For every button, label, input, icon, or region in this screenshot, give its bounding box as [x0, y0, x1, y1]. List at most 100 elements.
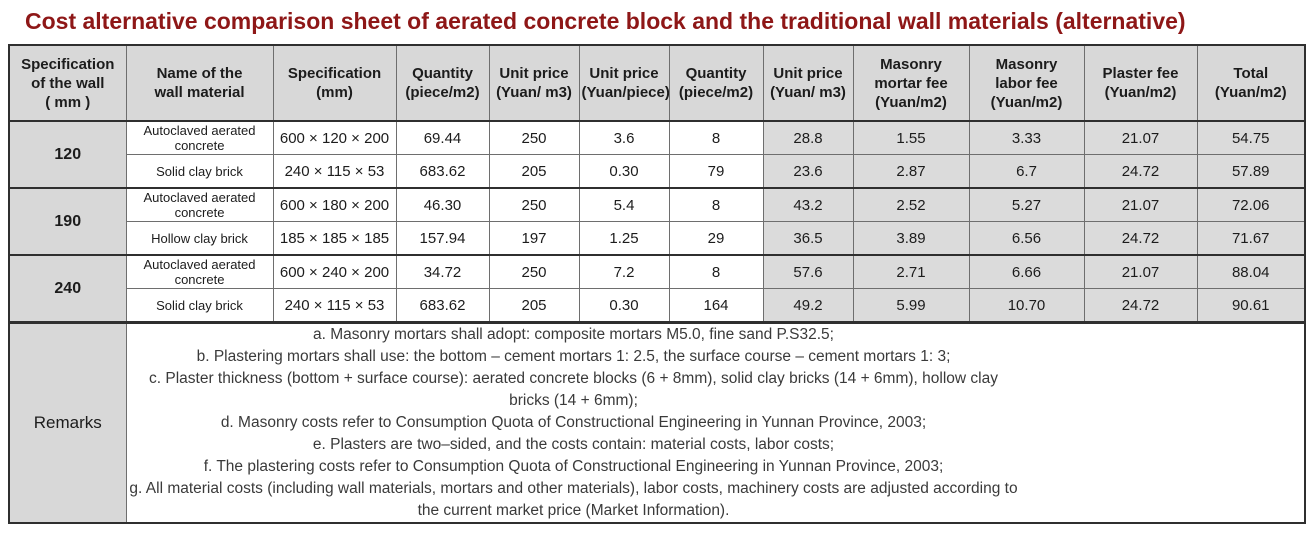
table-cell: 5.99 [852, 288, 970, 323]
table-cell: 10.70 [968, 288, 1085, 323]
table-cell: 21.07 [1083, 120, 1198, 155]
table-cell: 157.94 [395, 221, 490, 256]
table-cell: 57.89 [1196, 154, 1306, 189]
group-240: 240 Autoclaved aerated concrete 600 × 24… [8, 254, 1306, 323]
table-cell: 90.61 [1196, 288, 1306, 323]
cost-comparison-table: Specification of the wall ( mm ) Name of… [8, 44, 1306, 524]
header-unit-price-m3: Unit price (Yuan/ m3) [488, 44, 580, 122]
table-header-row: Specification of the wall ( mm ) Name of… [8, 44, 1306, 122]
header-wall-spec: Specification of the wall ( mm ) [8, 44, 127, 122]
table-cell: 21.07 [1083, 187, 1198, 222]
remarks-section: Remarks a. Masonry mortars shall adopt: … [8, 321, 1306, 524]
header-masonry-mortar-fee: Masonry mortar fee (Yuan/m2) [852, 44, 970, 122]
table-cell: 69.44 [395, 120, 490, 155]
header-specification: Specification (mm) [272, 44, 397, 122]
table-cell: 54.75 [1196, 120, 1306, 155]
remarks-row: Remarks a. Masonry mortars shall adopt: … [8, 321, 1306, 524]
table-cell: 29 [668, 221, 764, 256]
remark-line-f: f. The plastering costs refer to Consump… [203, 458, 944, 475]
table-cell: 43.2 [762, 187, 854, 222]
remarks-text-block: a. Masonry mortars shall adopt: composit… [129, 325, 1019, 522]
material-cell: Autoclaved aerated concrete [125, 187, 274, 222]
table-row: 190 Autoclaved aerated concrete 600 × 18… [8, 187, 1306, 256]
table-cell: 6.56 [968, 221, 1085, 256]
table-cell: 71.67 [1196, 221, 1306, 256]
table-row: Solid clay brick 240 × 115 × 53 683.62 2… [9, 154, 1306, 189]
table-cell: 6.7 [968, 154, 1085, 189]
table-cell: 683.62 [395, 154, 490, 189]
table-cell: 3.6 [578, 120, 670, 155]
material-cell: Hollow clay brick [125, 221, 274, 256]
table-cell: 7.2 [578, 254, 670, 289]
table-cell: 0.30 [578, 288, 670, 323]
material-cell: Autoclaved aerated concrete [125, 120, 274, 155]
table-row: Solid clay brick 240 × 115 × 53 683.62 2… [9, 288, 1306, 323]
remark-line-c: c. Plaster thickness (bottom + surface c… [149, 370, 998, 409]
table-cell: 1.25 [578, 221, 670, 256]
remark-line-b: b. Plastering mortars shall use: the bot… [196, 348, 951, 365]
spec-cell: 600 × 180 × 200 [272, 187, 397, 222]
table-cell: 250 [488, 254, 580, 289]
table-cell: 21.07 [1083, 254, 1198, 289]
table-row: Hollow clay brick 185 × 185 × 185 157.94… [9, 221, 1306, 256]
remark-line-e: e. Plasters are two–sided, and the costs… [312, 436, 835, 453]
wall-spec-cell: 240 [8, 254, 127, 323]
header-quantity-per-m2-2: Quantity (piece/m2) [668, 44, 764, 122]
table-cell: 164 [668, 288, 764, 323]
table-cell: 49.2 [762, 288, 854, 323]
page-title: Cost alternative comparison sheet of aer… [25, 8, 1186, 34]
remark-line-a: a. Masonry mortars shall adopt: composit… [313, 326, 834, 343]
material-cell: Solid clay brick [125, 154, 274, 189]
group-190: 190 Autoclaved aerated concrete 600 × 18… [8, 187, 1306, 256]
table-row: 240 Autoclaved aerated concrete 600 × 24… [8, 254, 1306, 323]
table-cell: 2.71 [852, 254, 970, 289]
remark-line-d: d. Masonry costs refer to Consumption Qu… [220, 414, 927, 431]
header-unit-price-m3-2: Unit price (Yuan/ m3) [762, 44, 854, 122]
table-cell: 24.72 [1083, 288, 1198, 323]
table-cell: 36.5 [762, 221, 854, 256]
table-cell: 205 [488, 154, 580, 189]
table-cell: 24.72 [1083, 221, 1198, 256]
material-cell: Solid clay brick [125, 288, 274, 323]
table-cell: 8 [668, 120, 764, 155]
table-cell: 28.8 [762, 120, 854, 155]
wall-spec-cell: 190 [8, 187, 127, 256]
table-cell: 250 [488, 120, 580, 155]
header-unit-price-piece: Unit price (Yuan/piece) [578, 44, 670, 122]
header-masonry-labor-fee: Masonry labor fee (Yuan/m2) [968, 44, 1085, 122]
table-cell: 0.30 [578, 154, 670, 189]
table-cell: 88.04 [1196, 254, 1306, 289]
wall-spec-cell: 120 [8, 120, 127, 189]
table-cell: 8 [668, 187, 764, 222]
group-120: 120 Autoclaved aerated concrete 600 × 12… [8, 120, 1306, 189]
table-cell: 197 [488, 221, 580, 256]
table-cell: 5.4 [578, 187, 670, 222]
table-cell: 6.66 [968, 254, 1085, 289]
header-material-name: Name of the wall material [125, 44, 274, 122]
spec-cell: 240 × 115 × 53 [272, 288, 397, 323]
table-cell: 5.27 [968, 187, 1085, 222]
remarks-label: Remarks [8, 321, 127, 524]
table-cell: 2.52 [852, 187, 970, 222]
remark-line-g: g. All material costs (including wall ma… [129, 480, 1018, 519]
spec-cell: 240 × 115 × 53 [272, 154, 397, 189]
spec-cell: 600 × 240 × 200 [272, 254, 397, 289]
table-cell: 23.6 [762, 154, 854, 189]
spec-cell: 185 × 185 × 185 [272, 221, 397, 256]
table-cell: 205 [488, 288, 580, 323]
table-cell: 57.6 [762, 254, 854, 289]
table-cell: 34.72 [395, 254, 490, 289]
material-cell: Autoclaved aerated concrete [125, 254, 274, 289]
table-cell: 3.89 [852, 221, 970, 256]
header-plaster-fee: Plaster fee (Yuan/m2) [1083, 44, 1198, 122]
header-quantity-per-m2: Quantity (piece/m2) [395, 44, 490, 122]
table-cell: 46.30 [395, 187, 490, 222]
table-cell: 2.87 [852, 154, 970, 189]
table-cell: 8 [668, 254, 764, 289]
table-cell: 79 [668, 154, 764, 189]
table-cell: 3.33 [968, 120, 1085, 155]
table-cell: 24.72 [1083, 154, 1198, 189]
table-cell: 250 [488, 187, 580, 222]
spec-cell: 600 × 120 × 200 [272, 120, 397, 155]
